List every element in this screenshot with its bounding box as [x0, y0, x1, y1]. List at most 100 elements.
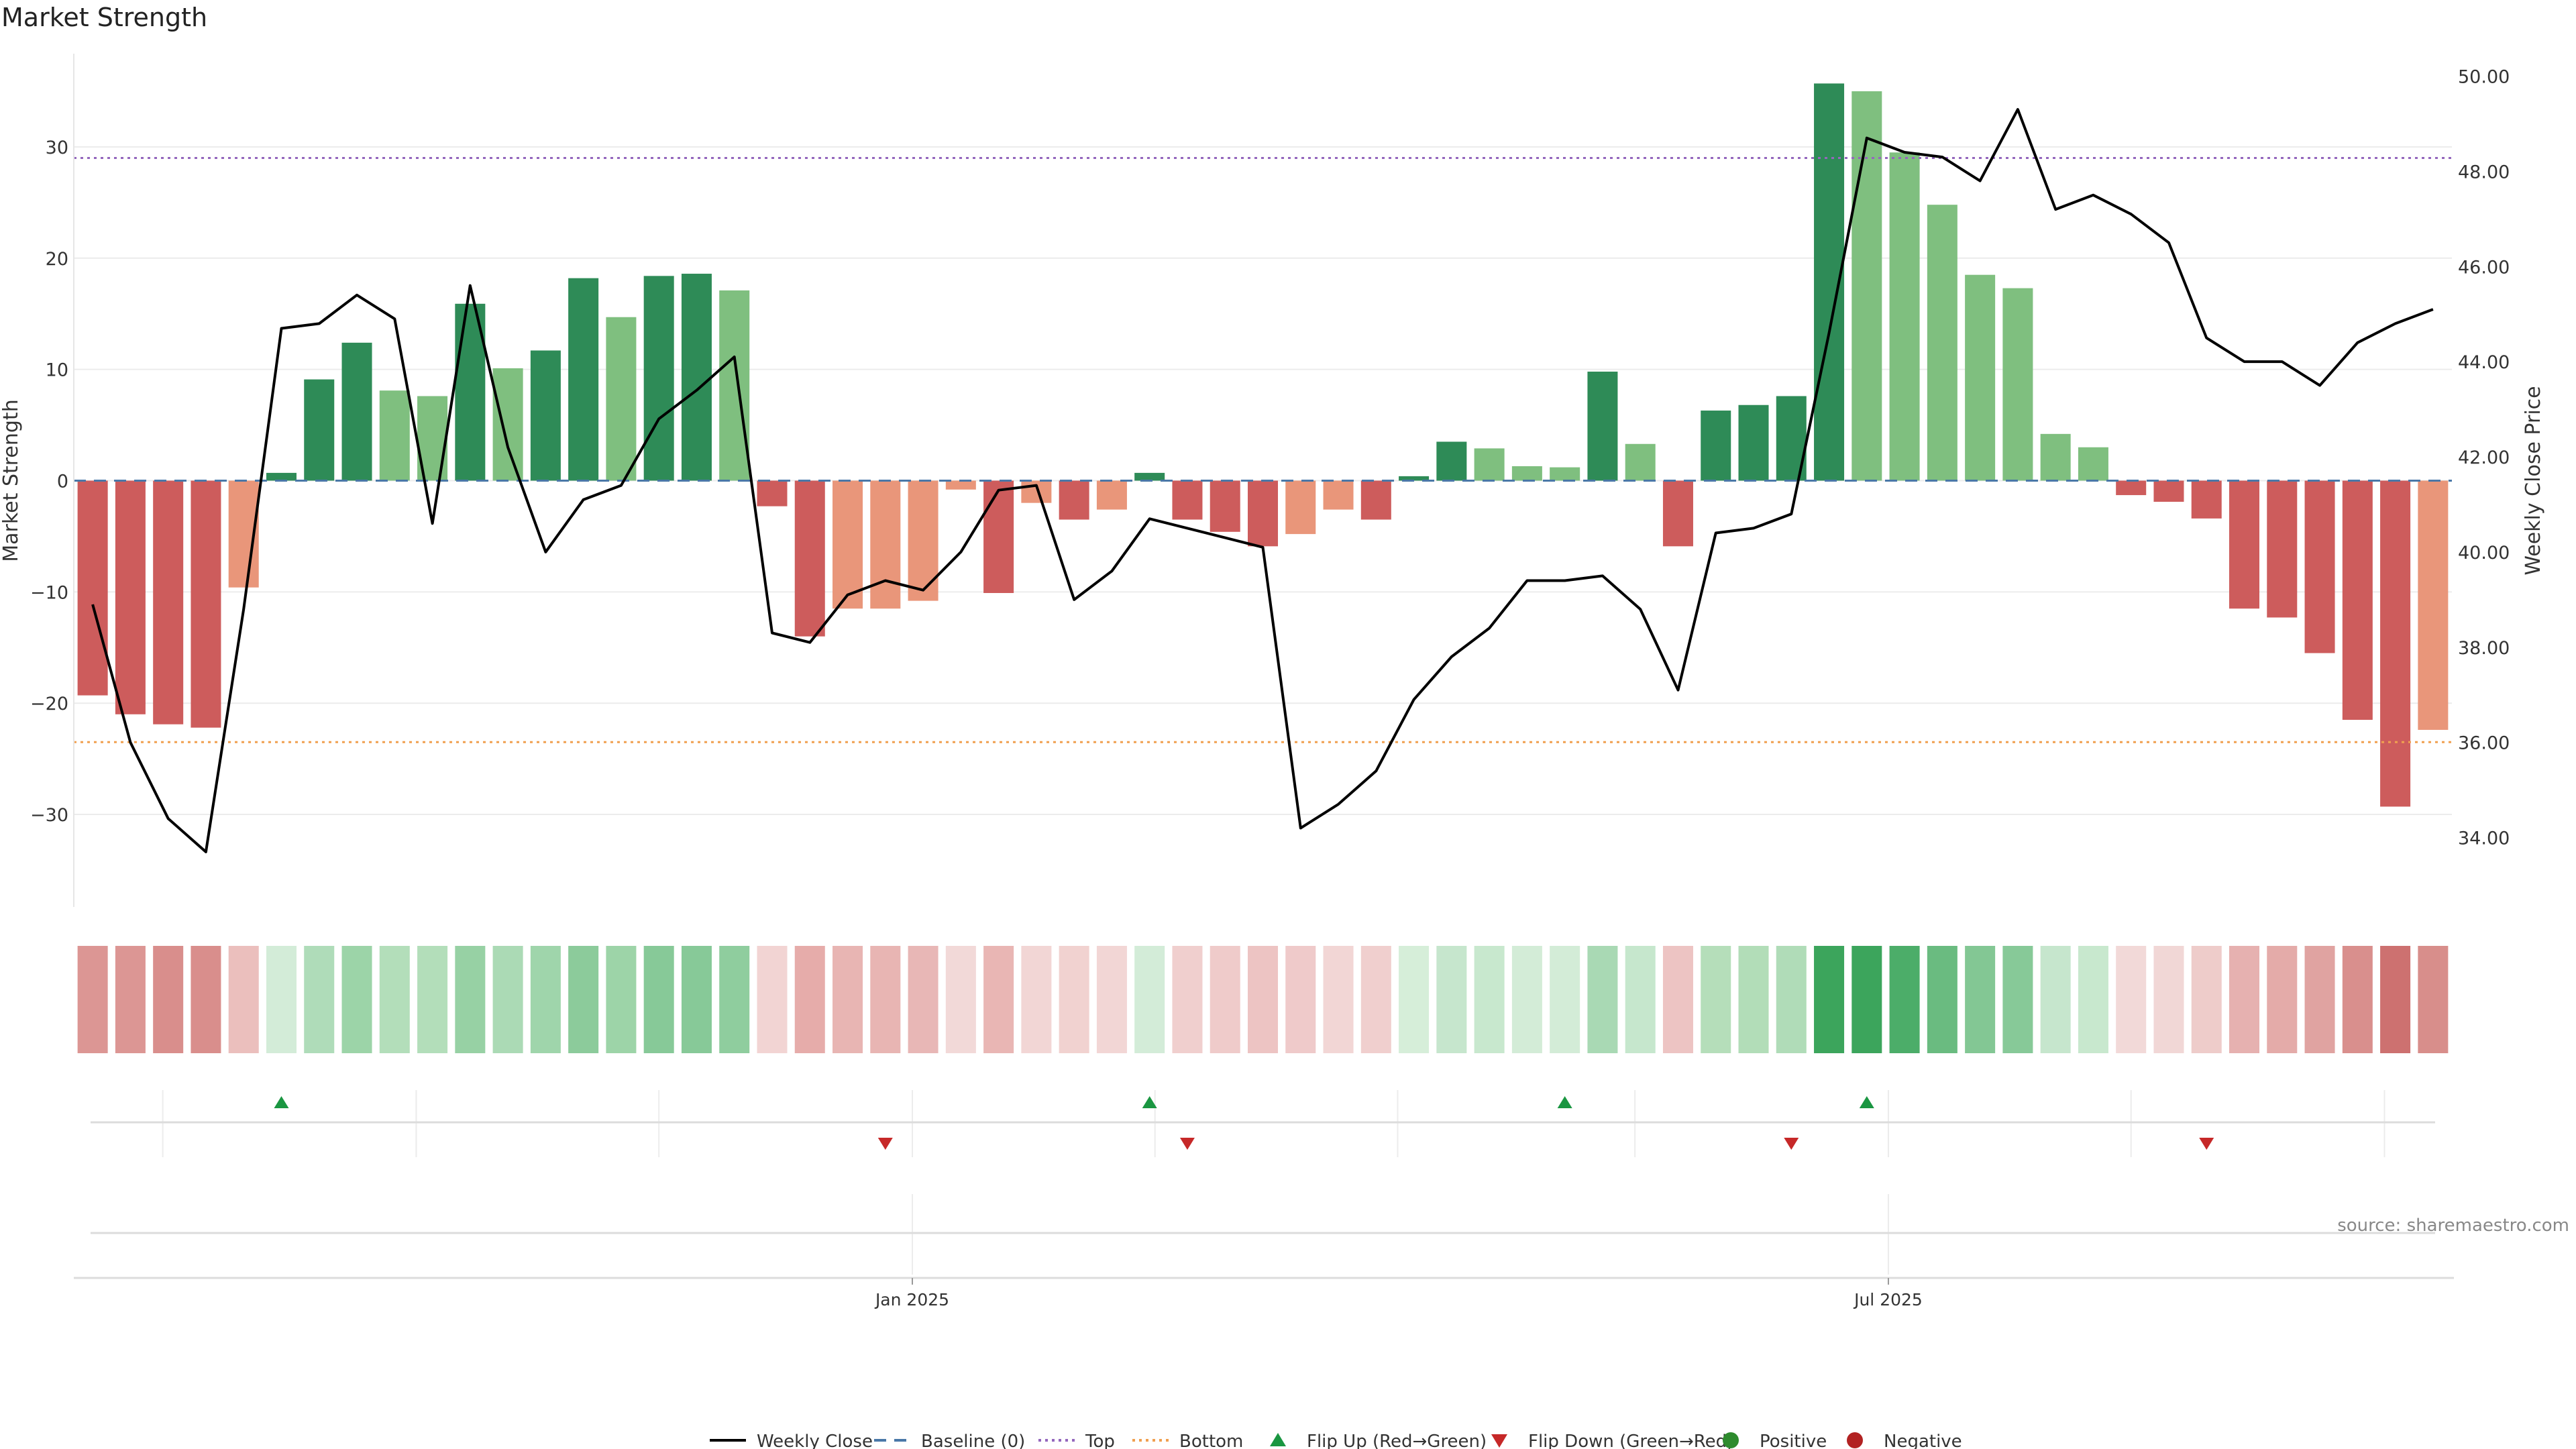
reference-lines	[74, 157, 2452, 743]
legend: Weekly Close Baseline (0) Top Bottom Flip Up…	[710, 1432, 1962, 1449]
y2-tick-label: 46.00	[2458, 257, 2510, 278]
strength-bar	[606, 317, 637, 481]
heat-strip	[77, 946, 2449, 1053]
strength-bar	[2153, 480, 2184, 502]
strength-bar	[1625, 443, 1656, 481]
strength-bar	[304, 379, 335, 481]
strength-bar	[794, 480, 825, 637]
strength-bar	[1738, 405, 1769, 481]
heat-cell	[794, 946, 825, 1053]
heat-cell	[1059, 946, 1089, 1053]
strength-bar	[2380, 480, 2411, 807]
heat-cell	[1021, 946, 1052, 1053]
strength-bar	[870, 480, 901, 609]
heat-cell	[1285, 946, 1316, 1053]
heat-cell	[417, 946, 448, 1053]
y-tick-label: −20	[30, 694, 68, 714]
strength-bar	[1134, 472, 1165, 481]
heat-cell	[2418, 946, 2449, 1053]
heat-cell	[1360, 946, 1391, 1053]
strength-bar	[643, 276, 674, 481]
flip-markers	[91, 1096, 2435, 1234]
strength-bar	[757, 480, 788, 506]
axes: 30 20 10 0 −10 −20 −30 50.00 48.00 46.00 44.00 42.0…	[0, 54, 2545, 1309]
strength-bar	[115, 480, 146, 714]
legend-item: Flip Up (Red→Green)	[1270, 1432, 1487, 1449]
heat-cell	[2153, 946, 2184, 1053]
strength-bar	[266, 472, 297, 481]
heat-cell	[1701, 946, 1731, 1053]
strength-bar	[908, 480, 938, 601]
heat-cell	[1965, 946, 1996, 1053]
strength-bar	[2191, 480, 2222, 519]
heat-cell	[833, 946, 863, 1053]
heat-cell	[568, 946, 599, 1053]
strength-bar	[1587, 371, 1618, 481]
strength-bar	[1701, 411, 1731, 481]
legend-label: Flip Up (Red→Green)	[1307, 1432, 1487, 1449]
strength-bar	[2116, 480, 2147, 496]
strength-bars	[77, 83, 2449, 807]
strength-bar	[983, 480, 1014, 594]
heat-cell	[908, 946, 938, 1053]
strength-bar	[2229, 480, 2260, 609]
heat-cell	[77, 946, 108, 1053]
heat-cell	[1738, 946, 1769, 1053]
legend-label: Flip Down (Green→Red)	[1528, 1432, 1733, 1449]
strength-bar	[1436, 441, 1467, 481]
flip-down-marker	[1784, 1138, 1799, 1150]
strength-bar	[1285, 480, 1316, 535]
strength-bar	[2267, 480, 2298, 618]
strength-bar	[1550, 467, 1580, 481]
heat-cell	[681, 946, 712, 1053]
strength-bar	[1021, 480, 1052, 503]
heat-cell	[2342, 946, 2373, 1053]
legend-label: Bottom	[1179, 1432, 1243, 1449]
flip-up-marker	[1859, 1096, 1874, 1108]
heat-cell	[304, 946, 335, 1053]
heat-cell	[1889, 946, 1920, 1053]
legend-label: Baseline (0)	[921, 1432, 1025, 1449]
legend-swatch-triangle-up	[1270, 1433, 1286, 1446]
heat-cell	[719, 946, 750, 1053]
y-tick-label: −10	[30, 582, 68, 603]
y-axis-label: Market Strength	[0, 399, 23, 561]
strength-bar	[1059, 480, 1089, 520]
heat-cell	[945, 946, 976, 1053]
heat-cell	[1814, 946, 1845, 1053]
heat-cell	[1927, 946, 1957, 1053]
heat-cell	[2191, 946, 2222, 1053]
heat-cell	[153, 946, 184, 1053]
strength-bar	[2342, 480, 2373, 720]
close-line-group	[91, 108, 2434, 853]
y2-tick-label: 34.00	[2458, 828, 2510, 849]
heat-cell	[2304, 946, 2335, 1053]
heat-cell	[191, 946, 221, 1053]
heat-cell	[643, 946, 674, 1053]
strength-bar	[1360, 480, 1391, 520]
heat-cell	[1172, 946, 1203, 1053]
strength-bar	[2040, 433, 2071, 481]
strength-bar	[492, 368, 523, 481]
heat-cell	[1436, 946, 1467, 1053]
strength-bar	[1511, 466, 1542, 481]
x-tick-label: Jul 2025	[1853, 1290, 1923, 1309]
strength-bar	[341, 342, 372, 481]
legend-item: Weekly Close	[710, 1432, 873, 1449]
strength-bar	[191, 480, 221, 728]
strength-bar	[2002, 288, 2033, 481]
legend-swatch-circle	[1723, 1432, 1739, 1448]
heat-cell	[2229, 946, 2260, 1053]
strength-bar	[1662, 480, 1693, 547]
heat-cell	[2002, 946, 2033, 1053]
legend-swatch-circle	[1847, 1432, 1863, 1448]
flip-up-marker	[1142, 1096, 1157, 1108]
x-tick-label: Jan 2025	[874, 1290, 949, 1309]
weekly-close-line	[91, 108, 2434, 853]
y-tick-label: 20	[46, 249, 68, 270]
strength-bar	[719, 290, 750, 481]
heat-cell	[492, 946, 523, 1053]
strength-bar	[379, 390, 410, 481]
heat-cell	[606, 946, 637, 1053]
heat-cell	[1550, 946, 1580, 1053]
